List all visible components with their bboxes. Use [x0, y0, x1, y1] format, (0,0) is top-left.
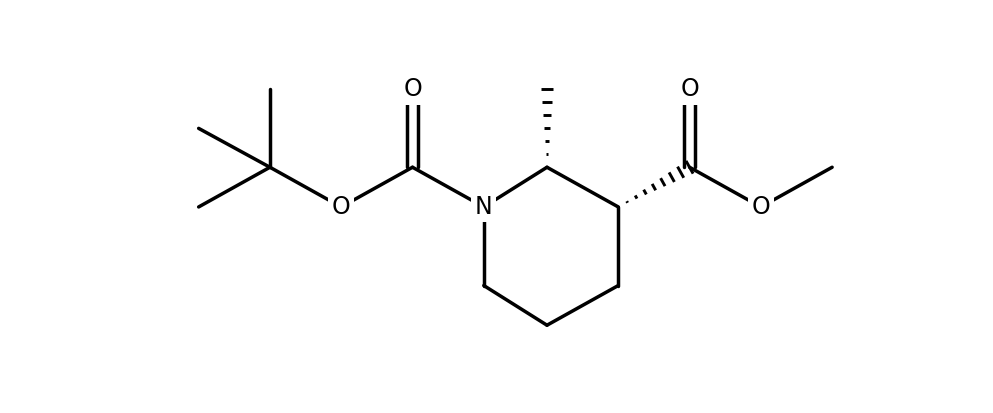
Text: N: N: [475, 195, 493, 219]
Text: O: O: [752, 195, 771, 219]
Text: O: O: [332, 195, 351, 219]
Text: O: O: [680, 78, 699, 102]
Text: O: O: [403, 78, 422, 102]
